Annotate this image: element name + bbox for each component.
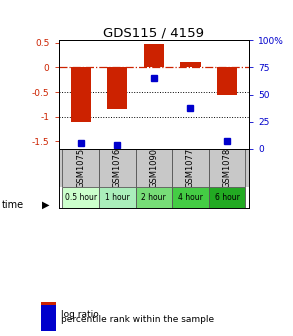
- Bar: [62, 186, 99, 208]
- Text: 2 hour: 2 hour: [142, 193, 166, 202]
- Bar: [217, 68, 237, 95]
- Bar: [144, 44, 164, 68]
- Bar: [62, 149, 99, 186]
- Text: GSM1078: GSM1078: [223, 148, 231, 188]
- Text: GSM1077: GSM1077: [186, 148, 195, 188]
- Title: GDS115 / 4159: GDS115 / 4159: [103, 26, 204, 39]
- Bar: [180, 62, 200, 68]
- Text: time: time: [1, 200, 24, 210]
- Bar: [71, 68, 91, 122]
- Bar: [172, 186, 209, 208]
- Text: ▶: ▶: [42, 200, 49, 210]
- Text: 6 hour: 6 hour: [215, 193, 239, 202]
- Text: 4 hour: 4 hour: [178, 193, 203, 202]
- Bar: [209, 186, 246, 208]
- Bar: [107, 68, 127, 109]
- Bar: [209, 149, 246, 186]
- Bar: [41, 305, 56, 331]
- Bar: [172, 149, 209, 186]
- Text: GSM1090: GSM1090: [149, 148, 158, 188]
- Text: percentile rank within the sample: percentile rank within the sample: [61, 315, 214, 324]
- Text: 1 hour: 1 hour: [105, 193, 130, 202]
- Text: GSM1076: GSM1076: [113, 148, 122, 188]
- Bar: [99, 186, 135, 208]
- Text: log ratio: log ratio: [61, 309, 98, 319]
- Text: GSM1075: GSM1075: [76, 148, 85, 188]
- Bar: [135, 149, 172, 186]
- Bar: [41, 302, 56, 328]
- Text: 0.5 hour: 0.5 hour: [64, 193, 97, 202]
- Bar: [99, 149, 135, 186]
- Bar: [135, 186, 172, 208]
